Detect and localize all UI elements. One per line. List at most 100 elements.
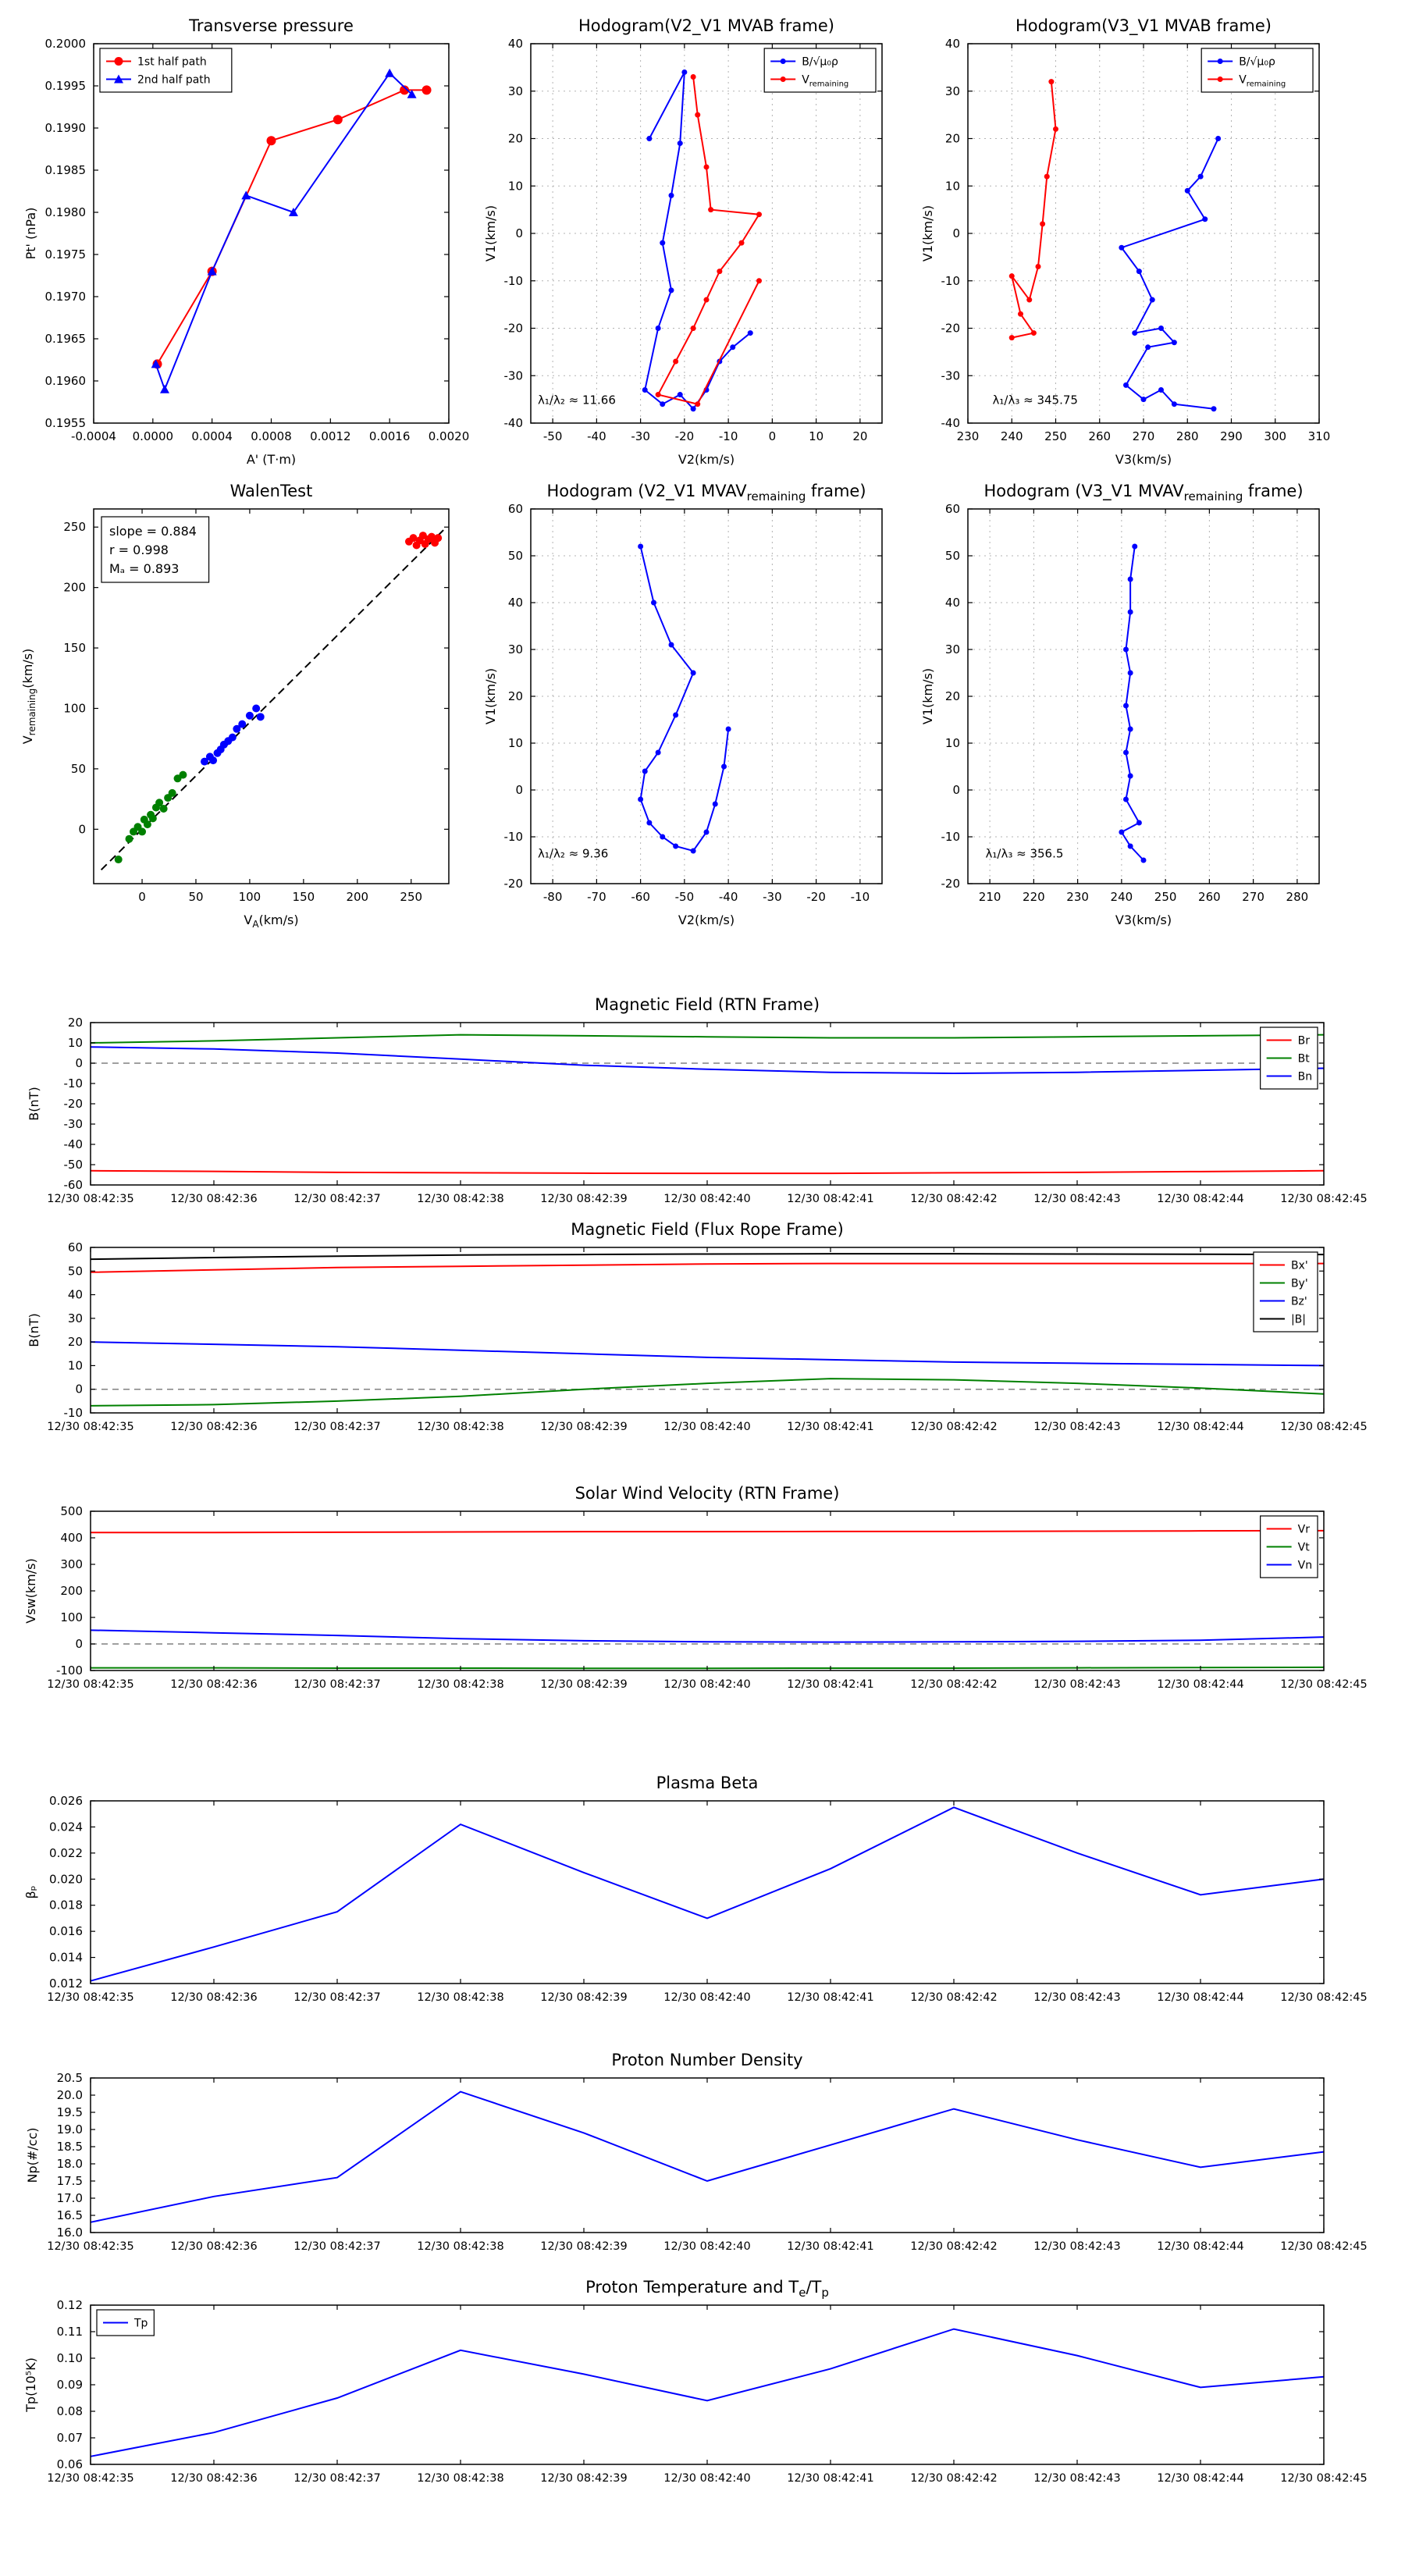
x-axis-label: V3(km/s) xyxy=(1115,913,1172,927)
x-tick-label: -20 xyxy=(806,890,826,904)
point-marker xyxy=(245,711,254,720)
point-marker xyxy=(201,757,209,766)
y-tick-label: 100 xyxy=(60,1610,83,1624)
x-tick-label: 0.0012 xyxy=(310,429,351,443)
triangle-marker xyxy=(114,74,123,84)
x-tick-label: 12/30 08:42:40 xyxy=(663,1421,751,1433)
y-tick-label: -40 xyxy=(504,416,524,430)
y-tick-label: -30 xyxy=(941,368,961,382)
y-tick-label: 300 xyxy=(60,1557,83,1571)
x-tick-label: 250 xyxy=(1044,429,1067,443)
x-tick-label: 12/30 08:42:37 xyxy=(293,1991,381,2004)
y-axis-label: Pt' (nPa) xyxy=(23,208,38,260)
annotation-box-line: r = 0.998 xyxy=(109,543,169,557)
x-tick-label: 12/30 08:42:42 xyxy=(910,1421,998,1433)
x-tick-label: -50 xyxy=(675,890,695,904)
triangle-marker xyxy=(241,190,251,200)
x-tick-label: 12/30 08:42:39 xyxy=(540,1193,628,1205)
chart-title: Hodogram (V2_V1 MVAVremaining frame) xyxy=(546,482,866,503)
y-tick-label: 0.022 xyxy=(49,1846,83,1860)
y-tick-label: 200 xyxy=(60,1584,83,1598)
series-line xyxy=(90,1253,1325,1261)
vsw-rtn-canvas: 12/30 08:42:35 12/30 08:42:36 12/30 08:42:… xyxy=(23,1484,1368,1691)
series-line xyxy=(155,72,413,392)
x-tick-label: 12/30 08:42:38 xyxy=(417,2240,504,2253)
point-marker xyxy=(1040,221,1046,227)
point-marker xyxy=(681,69,688,75)
series-line xyxy=(90,1262,1324,1273)
series-line xyxy=(90,1169,1325,1175)
y-tick-label: -20 xyxy=(64,1097,84,1111)
x-tick-label: 260 xyxy=(1088,429,1111,443)
x-axis-label: A' (T·m) xyxy=(247,452,296,465)
y-tick-label: 40 xyxy=(945,596,960,610)
point-marker xyxy=(125,834,133,843)
series-line xyxy=(156,89,427,365)
y-tick-label: 0.1985 xyxy=(45,163,87,177)
point-marker xyxy=(677,141,683,147)
y-tick-label: 0 xyxy=(952,783,960,797)
y-tick-label: 0.012 xyxy=(49,1976,83,1991)
y-tick-label: 20.5 xyxy=(57,2071,83,2085)
point-marker xyxy=(233,724,241,733)
point-marker xyxy=(1053,126,1058,132)
x-tick-label: 12/30 08:42:39 xyxy=(540,1421,628,1433)
series-line xyxy=(639,546,730,852)
y-tick-label: 19.0 xyxy=(57,2122,83,2137)
x-tick-label: -0.0004 xyxy=(71,429,116,443)
x-tick-label: 240 xyxy=(1001,429,1023,443)
y-tick-label: 30 xyxy=(508,84,523,98)
x-tick-label: -20 xyxy=(675,429,695,443)
x-tick-label: 230 xyxy=(957,429,980,443)
point-marker xyxy=(1215,136,1222,141)
chart-hodogram-v3v1-mvab: 230 240 250 260 270 280 290 300 310 -40 -30 -20 -10 0… xyxy=(905,3,1354,467)
point-marker xyxy=(690,326,696,331)
legend-box xyxy=(763,48,877,93)
y-tick-label: 0.12 xyxy=(57,2298,83,2312)
x-tick-label: 240 xyxy=(1111,890,1133,904)
point-marker xyxy=(756,212,762,218)
x-tick-label: 12/30 08:42:42 xyxy=(910,2240,998,2253)
x-tick-label: 12/30 08:42:38 xyxy=(417,1678,504,1691)
legend-label: Vn xyxy=(1298,1560,1312,1572)
y-tick-label: 0 xyxy=(78,822,86,836)
x-tick-label: 12/30 08:42:41 xyxy=(787,2472,874,2485)
x-tick-label: 12/30 08:42:44 xyxy=(1157,1991,1244,2004)
y-tick-label: 250 xyxy=(63,520,86,534)
point-marker xyxy=(1136,820,1142,826)
legend-box xyxy=(1200,48,1314,93)
chart-title: Solar Wind Velocity (RTN Frame) xyxy=(575,1484,840,1503)
x-tick-label: 20 xyxy=(852,429,867,443)
plasma-beta-canvas: 12/30 08:42:35 12/30 08:42:36 12/30 08:42:… xyxy=(23,1774,1368,2004)
legend-label: Vr xyxy=(1298,1524,1311,1536)
x-tick-label: 210 xyxy=(979,890,1001,904)
point-marker xyxy=(400,85,410,95)
y-axis-label: B(nT) xyxy=(27,1087,41,1120)
y-tick-label: -50 xyxy=(64,1158,84,1172)
x-tick-label: 12/30 08:42:37 xyxy=(293,1193,381,1205)
point-marker xyxy=(1217,59,1223,64)
x-tick-label: 12/30 08:42:43 xyxy=(1033,2240,1121,2253)
point-marker xyxy=(1211,406,1217,412)
point-marker xyxy=(1119,244,1125,251)
point-marker xyxy=(690,406,696,412)
point-marker xyxy=(333,115,343,125)
x-tick-label: -40 xyxy=(587,429,606,443)
y-tick-label: -40 xyxy=(64,1137,84,1151)
annotation-text: λ₁/λ₃ ≈ 345.75 xyxy=(993,393,1078,407)
x-tick-label: 12/30 08:42:42 xyxy=(910,2472,998,2485)
x-tick-label: 12/30 08:42:41 xyxy=(787,1421,874,1433)
chart-title: Magnetic Field (RTN Frame) xyxy=(595,995,820,1014)
x-tick-label: 12/30 08:42:43 xyxy=(1033,1991,1121,2004)
y-axis-label: Vremaining(km/s) xyxy=(20,649,37,745)
x-tick-label: 12/30 08:42:41 xyxy=(787,1678,874,1691)
x-tick-label: 220 xyxy=(1023,890,1045,904)
point-marker xyxy=(409,534,418,543)
point-marker xyxy=(1035,264,1041,270)
chart-solar-wind-velocity: 12/30 08:42:35 12/30 08:42:36 12/30 08:42:… xyxy=(12,1466,1393,1700)
x-tick-label: 12/30 08:42:37 xyxy=(293,2240,381,2253)
point-marker xyxy=(1145,344,1151,350)
y-tick-label: 17.0 xyxy=(57,2191,83,2205)
y-tick-label: -30 xyxy=(64,1117,84,1131)
point-marker xyxy=(1171,340,1177,346)
